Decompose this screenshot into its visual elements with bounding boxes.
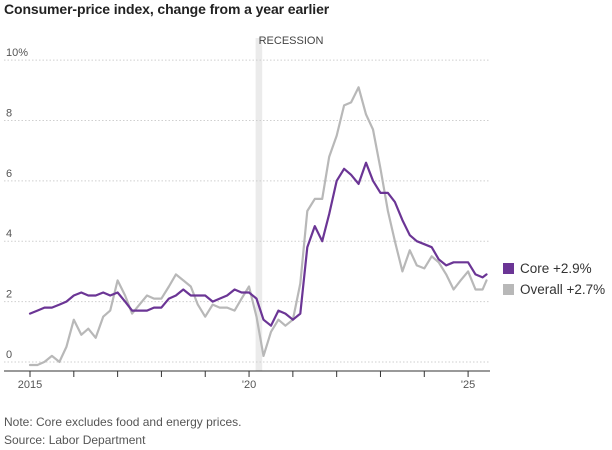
recession-band <box>255 38 263 371</box>
legend-swatch-core <box>503 263 514 274</box>
x-axis: 2015 '20 '25 <box>4 370 490 391</box>
x-tick-label: 2015 <box>18 379 42 391</box>
chart-note: Note: Core excludes food and energy pric… <box>4 415 242 429</box>
series-lines <box>28 86 488 367</box>
gridlines: 10% 8 6 4 2 0 <box>4 47 490 363</box>
legend-item-core: Core +2.9% <box>503 258 605 279</box>
y-tick-label: 10% <box>6 47 28 59</box>
legend: Core +2.9% Overall +2.7% <box>503 258 605 300</box>
legend-swatch-overall <box>503 284 514 295</box>
recession-label: RECESSION <box>259 35 324 47</box>
y-tick-label: 2 <box>6 289 12 301</box>
x-tick-label: '20 <box>242 379 256 391</box>
y-tick-label: 8 <box>6 107 12 119</box>
legend-item-overall: Overall +2.7% <box>503 279 605 300</box>
series-line-overall <box>28 86 488 367</box>
legend-label-overall: Overall +2.7% <box>520 282 606 297</box>
y-tick-label: 4 <box>6 228 12 240</box>
chart-source: Source: Labor Department <box>4 433 146 447</box>
series-line-core <box>28 161 488 327</box>
recession-shading-layer: RECESSION <box>255 35 324 371</box>
legend-label-core: Core +2.9% <box>520 261 592 276</box>
x-tick-label: '25 <box>461 379 475 391</box>
chart-title: Consumer-price index, change from a year… <box>4 1 330 17</box>
y-tick-label: 6 <box>6 168 12 180</box>
y-tick-label: 0 <box>6 349 12 361</box>
